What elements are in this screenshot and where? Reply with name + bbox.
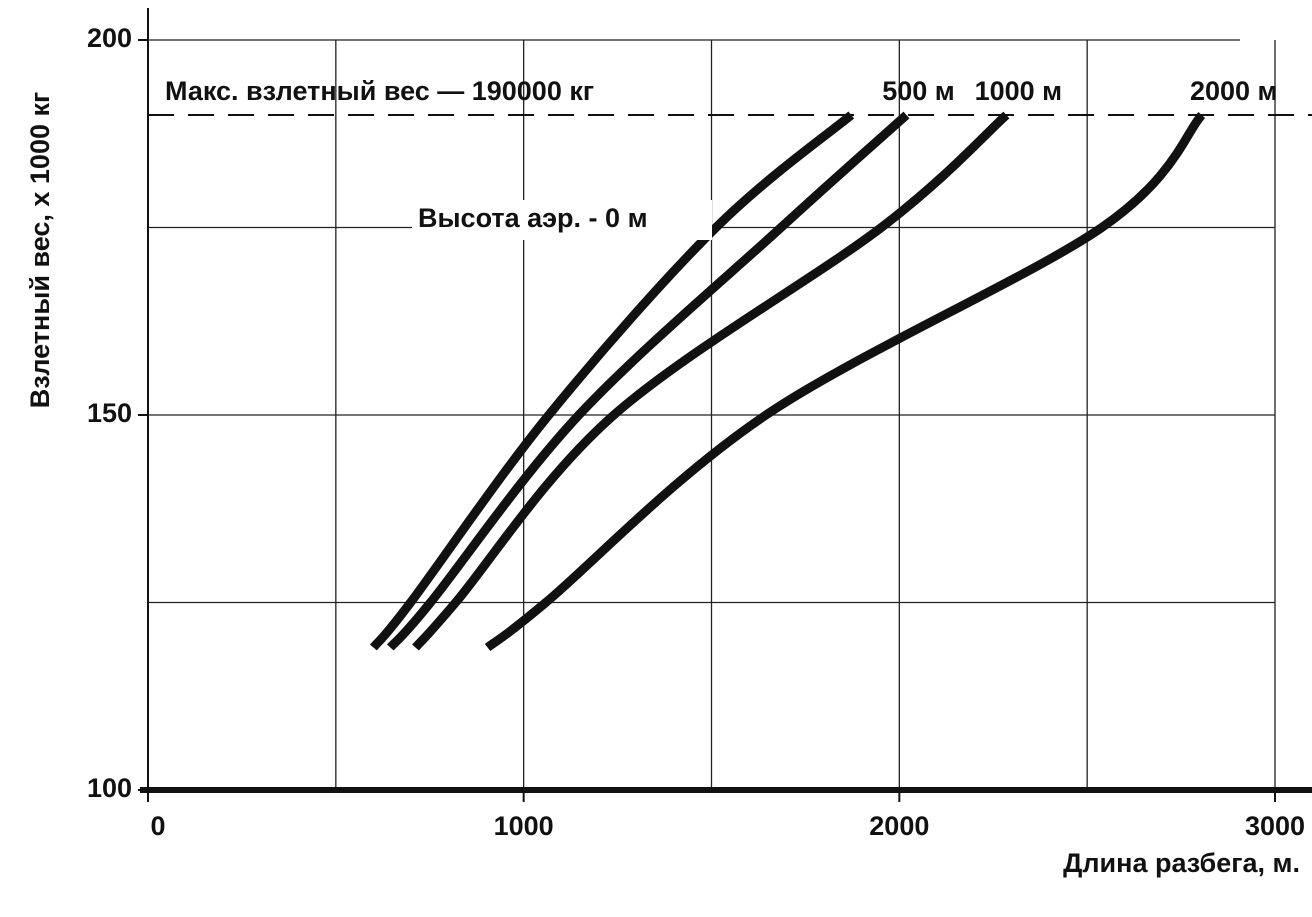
curve [369, 111, 855, 651]
y-tick-label: 200 [87, 23, 132, 53]
y-axis-label: Взлетный вес, х 1000 кг [25, 92, 55, 408]
curve [484, 112, 1206, 652]
x-tick-label: 2000 [869, 811, 929, 841]
series-label: 500 м [882, 76, 955, 106]
x-tick-label: 0 [150, 811, 165, 841]
x-tick-label: 3000 [1245, 811, 1305, 841]
x-axis-label: Длина разбега, м. [1063, 848, 1300, 878]
label-bg [412, 200, 712, 240]
y-tick-label: 150 [87, 398, 132, 428]
annotation: Макс. взлетный вес — 190000 кг [165, 76, 594, 106]
y-tick-label: 100 [87, 773, 132, 803]
series-label: 2000 м [1190, 76, 1278, 106]
curve [412, 111, 1010, 651]
curve [386, 111, 910, 651]
series-label: Высота аэр. - 0 м [418, 203, 648, 233]
x-tick-label: 1000 [494, 811, 554, 841]
series-label: 1000 м [975, 76, 1063, 106]
